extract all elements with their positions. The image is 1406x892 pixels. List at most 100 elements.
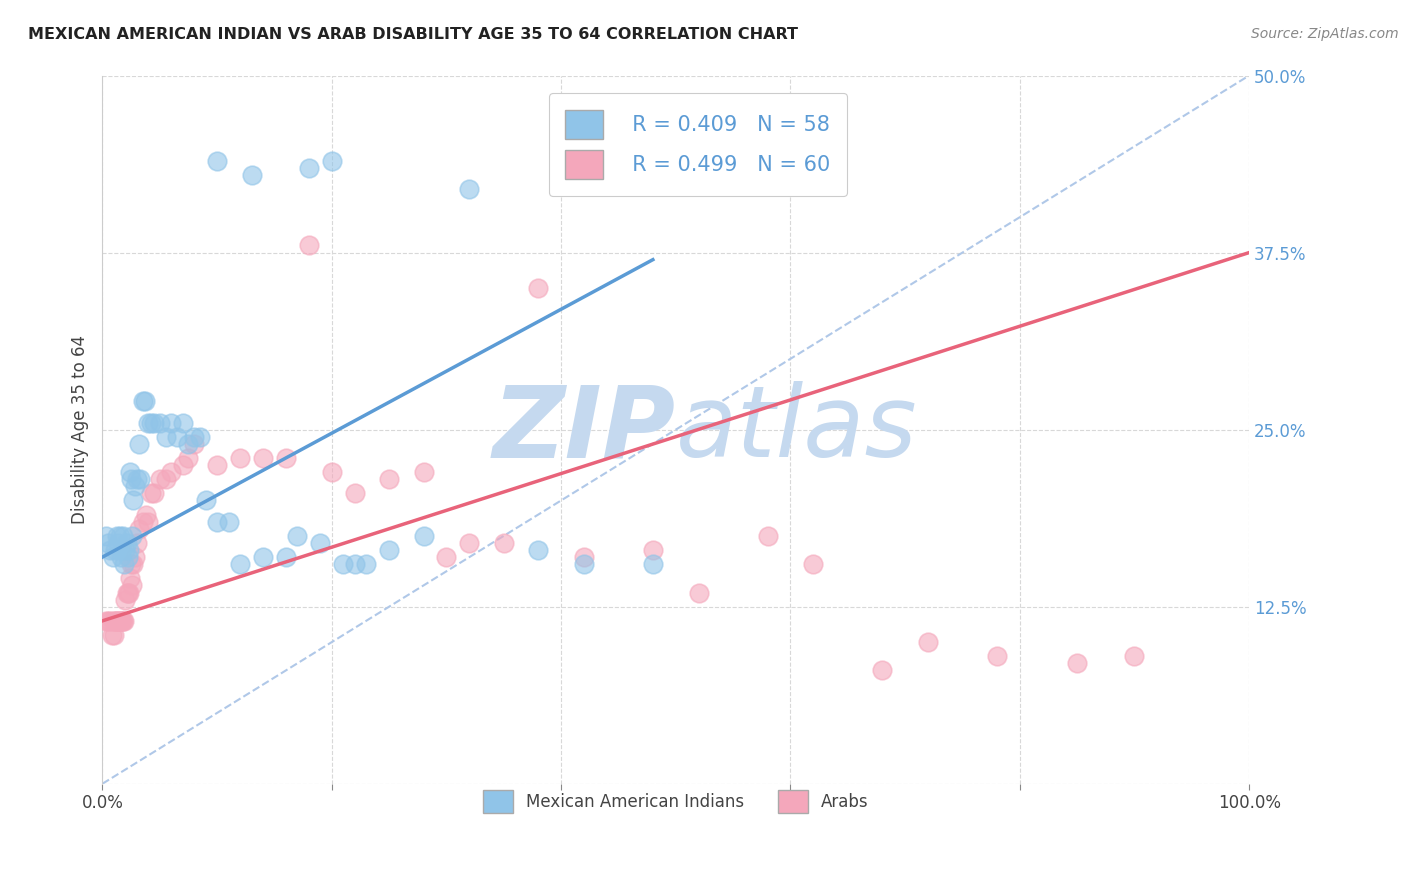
- Point: [94, 614, 117, 628]
- Point: [111, 543, 134, 558]
- Point: [112, 614, 135, 628]
- Point: [104, 614, 127, 628]
- Point: [112, 529, 135, 543]
- Point: [105, 529, 128, 543]
- Point: [641, 543, 664, 558]
- Point: [274, 550, 297, 565]
- Point: [229, 450, 252, 465]
- Point: [298, 238, 321, 252]
- Point: [527, 543, 550, 558]
- Point: [101, 550, 124, 565]
- Point: [183, 430, 205, 444]
- Point: [125, 536, 148, 550]
- Text: MEXICAN AMERICAN INDIAN VS ARAB DISABILITY AGE 35 TO 64 CORRELATION CHART: MEXICAN AMERICAN INDIAN VS ARAB DISABILI…: [28, 27, 799, 42]
- Point: [118, 585, 141, 599]
- Point: [131, 515, 153, 529]
- Point: [107, 614, 129, 628]
- Point: [1123, 649, 1146, 664]
- Text: atlas: atlas: [676, 381, 918, 478]
- Point: [177, 437, 200, 451]
- Point: [298, 161, 321, 175]
- Point: [917, 635, 939, 649]
- Point: [321, 153, 343, 168]
- Point: [100, 614, 122, 628]
- Point: [160, 465, 183, 479]
- Point: [104, 543, 127, 558]
- Point: [354, 557, 377, 571]
- Point: [155, 430, 177, 444]
- Point: [149, 416, 172, 430]
- Point: [122, 557, 145, 571]
- Point: [139, 416, 162, 430]
- Point: [129, 472, 152, 486]
- Point: [115, 585, 138, 599]
- Point: [492, 536, 515, 550]
- Point: [177, 450, 200, 465]
- Point: [149, 472, 172, 486]
- Point: [105, 614, 128, 628]
- Point: [103, 628, 125, 642]
- Point: [194, 493, 217, 508]
- Point: [166, 430, 188, 444]
- Point: [125, 472, 148, 486]
- Point: [100, 628, 122, 642]
- Point: [458, 182, 481, 196]
- Point: [101, 614, 124, 628]
- Point: [117, 585, 139, 599]
- Point: [321, 465, 343, 479]
- Point: [572, 550, 595, 565]
- Point: [111, 614, 134, 628]
- Point: [252, 550, 274, 565]
- Point: [143, 416, 166, 430]
- Point: [110, 614, 132, 628]
- Point: [252, 450, 274, 465]
- Point: [107, 536, 129, 550]
- Point: [527, 281, 550, 295]
- Point: [986, 649, 1008, 664]
- Point: [110, 550, 132, 565]
- Point: [118, 571, 141, 585]
- Point: [412, 529, 434, 543]
- Point: [105, 614, 128, 628]
- Point: [118, 543, 141, 558]
- Text: ZIP: ZIP: [492, 381, 676, 478]
- Point: [136, 416, 159, 430]
- Point: [108, 529, 131, 543]
- Point: [112, 614, 135, 628]
- Point: [135, 508, 157, 522]
- Y-axis label: Disability Age 35 to 64: Disability Age 35 to 64: [72, 335, 89, 524]
- Point: [332, 557, 354, 571]
- Point: [229, 557, 252, 571]
- Point: [131, 394, 153, 409]
- Point: [120, 472, 142, 486]
- Point: [803, 557, 825, 571]
- Point: [205, 153, 228, 168]
- Point: [128, 522, 150, 536]
- Point: [274, 450, 297, 465]
- Point: [155, 472, 177, 486]
- Point: [128, 437, 150, 451]
- Point: [205, 515, 228, 529]
- Point: [870, 664, 893, 678]
- Point: [378, 543, 401, 558]
- Point: [97, 614, 120, 628]
- Point: [117, 550, 139, 565]
- Point: [114, 543, 136, 558]
- Point: [458, 536, 481, 550]
- Point: [641, 557, 664, 571]
- Point: [160, 416, 183, 430]
- Point: [122, 493, 145, 508]
- Point: [124, 550, 146, 565]
- Point: [118, 465, 141, 479]
- Point: [94, 529, 117, 543]
- Point: [139, 486, 162, 500]
- Point: [143, 486, 166, 500]
- Point: [343, 486, 366, 500]
- Point: [343, 557, 366, 571]
- Point: [172, 416, 194, 430]
- Point: [112, 557, 135, 571]
- Point: [183, 437, 205, 451]
- Point: [218, 515, 240, 529]
- Point: [114, 592, 136, 607]
- Point: [1066, 657, 1088, 671]
